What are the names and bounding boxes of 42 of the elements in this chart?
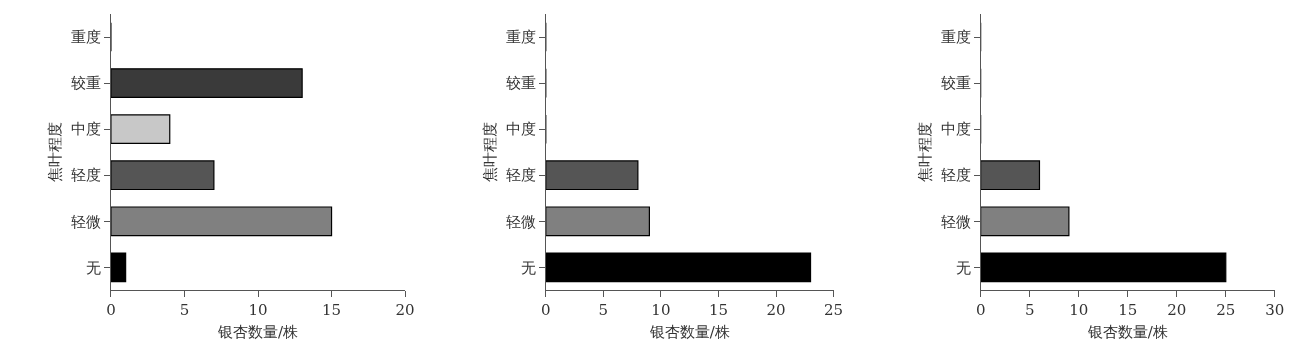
x-tick-label: 25 [824,301,844,320]
x-tick-label: 5 [1024,301,1035,320]
x-tick-label: 15 [1118,301,1138,320]
y-tick-label: 轻度 [940,166,971,185]
y-tick-label: 无 [520,258,536,277]
y-tick-label: 无 [955,258,971,277]
x-axis-title: 银杏数量/株 [1086,323,1168,342]
x-tick-label: 10 [248,301,268,320]
y-tick-label: 中度 [505,120,536,139]
x-tick-label: 15 [322,301,342,320]
y-axis-title: 焦叶程度 [915,122,934,183]
x-tick-label: 15 [708,301,728,320]
y-tick-label: 较重 [940,74,971,93]
y-tick-label: 重度 [70,28,101,47]
x-tick-label: 5 [598,301,609,320]
x-tick-label: 10 [1069,301,1089,320]
y-tick-label: 重度 [505,28,536,47]
y-tick-label: 较重 [70,74,101,93]
x-tick-label: 5 [179,301,190,320]
y-tick-label: 轻度 [70,166,101,185]
x-tick-label: 0 [106,301,116,320]
x-tick-label: 20 [766,301,786,320]
y-tick-label: 轻微 [505,212,536,231]
x-tick-label: 20 [395,301,415,320]
x-tick-label: 30 [1265,301,1285,320]
y-tick-label: 轻微 [70,212,101,231]
y-axis-title: 焦叶程度 [46,122,65,183]
x-tick-label: 25 [1216,301,1236,320]
y-tick-label: 轻度 [505,166,536,185]
y-tick-label: 较重 [505,74,536,93]
y-tick-label: 重度 [940,28,971,47]
y-tick-label: 中度 [70,120,101,139]
y-axis-title: 焦叶程度 [481,122,500,183]
x-axis-title: 银杏数量/株 [216,323,299,342]
x-tick-label: 20 [1167,301,1187,320]
x-tick-label: 0 [975,301,986,320]
y-tick-label: 中度 [940,120,971,139]
y-tick-label: 无 [85,258,101,277]
x-tick-label: 0 [541,301,551,320]
x-axis-title: 银杏数量/株 [648,323,730,342]
x-tick-label: 10 [651,301,671,320]
y-tick-label: 轻微 [940,212,971,231]
